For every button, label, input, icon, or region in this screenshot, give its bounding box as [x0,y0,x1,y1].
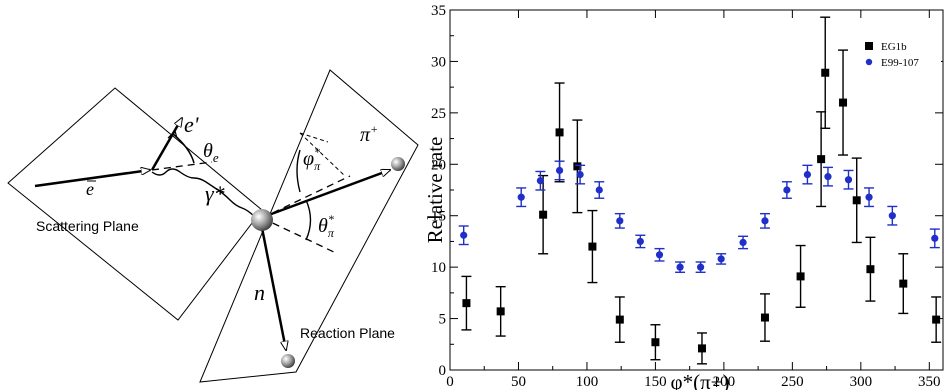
normal-axis-line [261,217,337,254]
x-tick-label: 350 [918,374,941,390]
x-tick-label: 0 [446,374,454,390]
theta-e-arc [171,132,195,164]
phi-plane-line [299,132,346,177]
x-tick-label: 200 [713,374,736,390]
theta-pi-arc [305,199,312,241]
e-in-label: e [86,179,94,199]
data-point-circle [761,217,769,225]
theta-pi-label: θ* π [318,212,335,240]
y-tick-label: 5 [439,312,447,328]
data-point-square [588,242,597,251]
e-out-label: e' [184,112,199,137]
incoming-electron-arrow [34,170,150,188]
data-point-square [651,338,660,347]
scattering-plane-label: Scattering Plane [36,218,139,234]
data-point-circle [536,177,544,185]
beam-continuation-line [151,161,213,171]
data-point-circle [865,193,873,201]
data-point-square [573,162,582,171]
legend-marker-square [865,42,873,50]
data-point-square [496,307,505,316]
data-point-square [697,344,706,353]
data-point-square [615,315,624,324]
theta-e-arc-arrow [167,129,178,139]
data-point-square [899,279,908,288]
pion-label: π+ [360,122,378,146]
legend: EG1b E99-107 [859,36,941,74]
data-point-square [760,313,769,322]
neutron-label: n [254,280,265,305]
data-point-circle [739,238,747,247]
data-point-square [839,98,848,107]
legend-label: EG1b [881,41,907,53]
data-point-circle [576,170,584,179]
y-tick-label: 25 [431,106,446,122]
data-series [458,16,942,365]
data-point-circle [824,173,832,181]
phi-arc [296,149,301,193]
data-point-circle [697,263,705,271]
x-tick-label: 300 [850,374,873,390]
theta-e-label: θe [203,140,219,165]
gamma-label: γ* [205,181,225,206]
y-axis: 0 5 10 15 20 25 30 35 [431,3,943,379]
data-point-square [555,128,564,137]
data-point-square [866,265,875,274]
phi-label: φ* π [303,145,321,173]
data-point-circle [717,255,725,263]
y-tick-label: 35 [431,3,446,19]
data-point-square [796,272,805,281]
data-point-circle [783,186,791,194]
x-axis: 0 50 100 150 200 250 300 350 [446,10,941,390]
reaction-plane-label: Reaction Plane [300,325,395,341]
data-point-square [821,68,830,77]
data-point-square [852,196,861,205]
data-point-circle [636,237,644,246]
data-point-circle [803,170,812,179]
x-tick-label: 50 [511,374,526,390]
x-tick-label: 150 [644,374,667,390]
y-axis-label: Relative rate [423,137,447,244]
phi-plane-line-2 [299,132,329,143]
x-axis-label: φ*(π+) [670,370,729,390]
series-0 [461,16,942,365]
data-point-circle [931,234,939,242]
data-point-square [817,155,826,164]
y-tick-label: 15 [431,209,446,225]
target-nucleon-sphere [251,209,273,231]
legend-label: E99-107 [881,57,919,69]
neutron-arrow [260,227,286,350]
y-tick-label: 10 [431,260,446,276]
data-point-circle [460,231,468,239]
data-point-circle [595,186,603,194]
pion-sphere [391,157,405,171]
scattered-electron-arrow [150,118,182,171]
data-point-circle [655,251,664,259]
kinematics-diagram: Scattering Plane Reaction Plane e e' θe … [7,69,419,383]
x-tick-label: 100 [576,374,599,390]
data-point-circle [844,176,853,184]
reaction-plane [199,69,419,383]
data-point-circle [888,212,896,220]
pion-arrow [265,168,390,218]
data-point-circle [517,193,525,201]
data-point-square [539,210,548,219]
legend-marker-circle [865,58,873,66]
data-point-circle [555,166,564,175]
y-tick-label: 30 [431,54,446,70]
data-point-square [932,315,941,324]
y-tick-label: 0 [439,363,447,379]
virtual-photon-line [151,168,269,225]
neutron-sphere [281,354,295,368]
data-point-circle [616,217,624,225]
series-1 [458,160,940,273]
y-tick-label: 20 [431,157,446,173]
relative-rate-chart: 0 5 10 15 20 25 30 35 0 50 100 150 200 250 300 350 EG1… [423,3,944,390]
data-point-square [462,299,471,308]
data-point-circle [676,263,684,271]
x-tick-label: 250 [781,374,804,390]
